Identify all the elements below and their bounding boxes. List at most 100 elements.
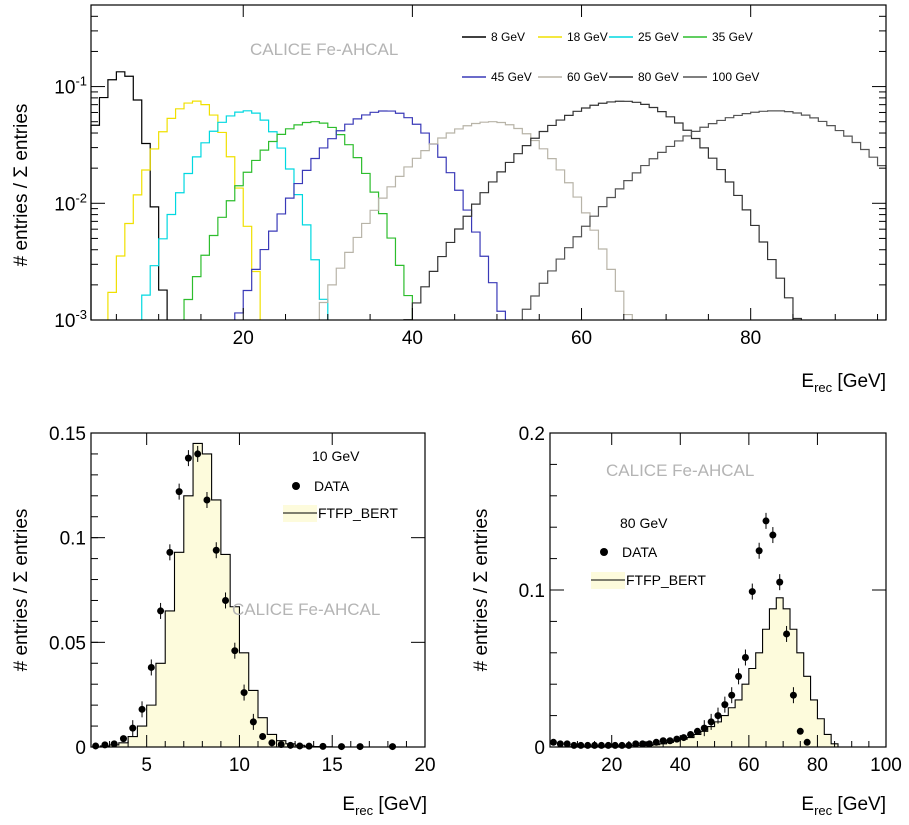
br-watermark: CALICE Fe-AHCAL (606, 461, 754, 480)
bl-data-point-18 (259, 733, 267, 741)
top-xlabel-sub: rec (814, 380, 833, 395)
bl-data-point-0 (92, 742, 100, 750)
br-data-point-0 (549, 738, 557, 746)
top-plot-area (90, 71, 887, 321)
br-data-point-16 (659, 737, 667, 745)
bottom-right-panel: CALICE Fe-AHCAL 80 GeV DATA FTFP_BERT 20… (471, 424, 902, 818)
bl-xtick-label-3: 20 (414, 755, 435, 776)
top-legend: 8 GeV 18 GeV 25 GeV 35 GeV 45 GeV 60 GeV 80 Ge… (462, 30, 759, 84)
br-data-point-7 (597, 741, 605, 749)
top-series-0 (90, 71, 168, 320)
br-ytick-label-0: 0 (534, 738, 545, 759)
br-data-point-36 (796, 727, 804, 735)
br-data-point-12 (632, 740, 640, 748)
br-axes: 20 40 60 80 100 0 0.1 0.2 (519, 424, 902, 776)
top-legend-label-5: 60 GeV (567, 70, 608, 84)
br-xtick-label-0: 20 (601, 755, 622, 776)
top-xlabel-unit: [GeV] (832, 371, 886, 392)
bl-data-point-20 (277, 740, 285, 748)
br-data-point-10 (618, 741, 626, 749)
bl-data-point-2 (110, 740, 118, 748)
top-series-4 (234, 110, 507, 320)
br-data-point-19 (680, 734, 688, 742)
bl-legend: 10 GeV DATA FTFP_BERT (283, 448, 398, 522)
top-legend-label-4: 45 GeV (491, 70, 532, 84)
bl-legend-title: 10 GeV (312, 448, 360, 464)
top-legend-label-2: 25 GeV (638, 30, 679, 44)
br-xlabel-unit: [GeV] (832, 794, 886, 815)
br-data-point-20 (687, 730, 695, 738)
bl-legend-mc: FTFP_BERT (318, 505, 398, 521)
bl-data-point-23 (305, 742, 313, 750)
bottom-right-plot-area (549, 512, 845, 749)
bl-xtick-label-2: 15 (322, 755, 343, 776)
top-ytick-label-1: 10-2 (54, 190, 87, 215)
br-mc-histogram (550, 597, 845, 748)
top-series-5 (318, 121, 633, 320)
br-legend: 80 GeV DATA FTFP_BERT (591, 515, 706, 589)
top-panel: CALICE Fe-AHCAL 8 GeV 18 GeV 25 GeV 35 GeV 4… (11, 4, 887, 395)
top-frame (90, 4, 887, 321)
br-xlabel-sub: rec (814, 803, 833, 818)
bl-ytick-label-1: 0.05 (49, 633, 86, 654)
bl-xtick-label-1: 10 (229, 755, 250, 776)
top-xtick-label-1: 40 (402, 328, 423, 349)
br-data-point-17 (666, 737, 674, 745)
bl-ytick-label-2: 0.1 (60, 529, 86, 550)
br-data-point-9 (611, 741, 619, 749)
top-series-6 (403, 100, 803, 321)
top-series-3 (183, 121, 413, 320)
top-xlabel: Erec [GeV] (801, 371, 886, 395)
br-data-point-18 (673, 735, 681, 743)
br-ytick-label-2: 0.2 (519, 424, 545, 445)
bottom-left-panel: CALICE Fe-AHCAL 10 GeV DATA FTFP_BERT 5 1… (11, 424, 436, 818)
top-legend-label-3: 35 GeV (712, 30, 753, 44)
br-data-point-4 (577, 741, 585, 749)
bl-data-point-3 (119, 735, 127, 743)
top-xtick-label-2: 60 (571, 328, 592, 349)
bl-ytick-label-0: 0 (75, 738, 86, 759)
br-data-point-8 (604, 741, 612, 749)
br-data-point-3 (570, 741, 578, 749)
top-legend-label-1: 18 GeV (567, 30, 608, 44)
top-ylabel: # entries / Σ entries (11, 104, 32, 267)
top-legend-label-0: 8 GeV (491, 30, 525, 44)
bl-xlabel-e: E (342, 794, 355, 815)
br-data-point-15 (652, 738, 660, 746)
br-ytick-label-1: 0.1 (519, 581, 545, 602)
top-series-7 (521, 110, 887, 320)
br-data-point-2 (563, 740, 571, 748)
br-xtick-label-1: 40 (670, 755, 691, 776)
bl-legend-data-marker (292, 482, 300, 490)
top-axes: 20 40 60 80 10-3 10-2 10-1 (54, 4, 887, 349)
top-xtick-label-0: 20 (233, 328, 254, 349)
br-data-point-13 (639, 740, 647, 748)
bl-xlabel-sub: rec (355, 803, 374, 818)
br-legend-data-marker (600, 548, 608, 556)
top-xtick-label-3: 80 (740, 328, 761, 349)
br-ylabel: # entries / Σ entries (471, 509, 492, 672)
bottom-left-plot-area (91, 442, 397, 751)
br-xtick-label-4: 100 (870, 755, 902, 776)
br-data-point-5 (584, 741, 592, 749)
br-legend-mc: FTFP_BERT (626, 572, 706, 588)
br-frame (549, 432, 887, 748)
top-watermark: CALICE Fe-AHCAL (250, 40, 398, 59)
bl-legend-data: DATA (314, 478, 350, 494)
top-series-1 (107, 100, 261, 320)
br-xtick-label-2: 60 (738, 755, 759, 776)
bl-ylabel: # entries / Σ entries (11, 509, 32, 672)
br-legend-data: DATA (622, 544, 658, 560)
bl-axes: 5 10 15 20 0 0.05 0.1 0.15 (49, 424, 436, 776)
br-xlabel: Erec [GeV] (801, 794, 886, 818)
top-series-2 (141, 110, 329, 320)
bl-data-point-21 (286, 741, 294, 749)
br-legend-title: 80 GeV (620, 515, 668, 531)
top-legend-label-7: 100 GeV (712, 70, 759, 84)
bl-data-point-19 (268, 739, 276, 747)
br-data-point-37 (803, 738, 811, 746)
br-data-point-21 (693, 727, 701, 735)
bl-xtick-label-0: 5 (141, 755, 152, 776)
br-xtick-label-3: 80 (807, 755, 828, 776)
